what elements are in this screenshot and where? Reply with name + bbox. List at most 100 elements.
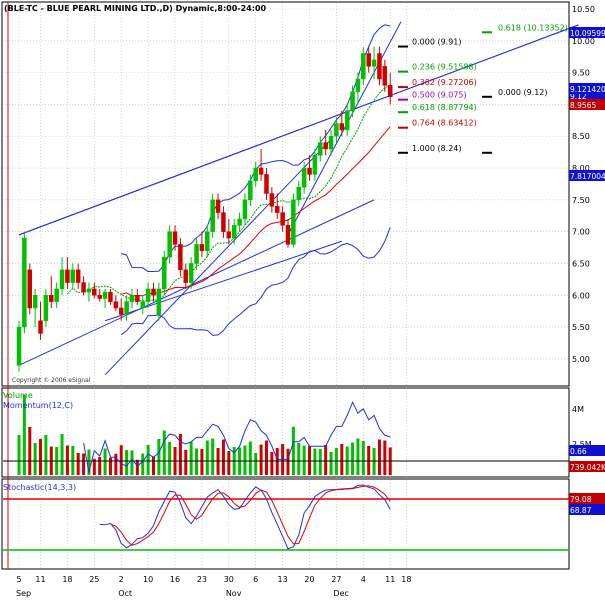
candle-up [344,110,350,131]
volume-bar [22,395,26,475]
candle-up [156,288,162,315]
candle-up [194,244,199,264]
fib-level-label: 0.500 (9.075) [412,91,467,100]
candle-up [86,288,92,293]
candlesticks [16,46,393,372]
candle-down [75,269,81,283]
candle-down [269,193,275,207]
volume-bar [28,427,32,475]
volume-badge [569,445,605,456]
fibonacci-levels: 0.000 (9.91) 0.236 (9.51588) 0.382 (9.2720… [398,23,568,154]
x-tick-label: 4 [361,575,366,584]
candle-down [135,295,140,302]
y-tick-label: 6.50 [572,259,590,268]
y-tick-label: 9.50 [572,69,590,78]
volume-bar [141,453,145,475]
stochastic-badge [569,493,605,504]
volume-bar [17,435,21,475]
y-tick-label: 7.50 [572,196,590,205]
volume-bar [248,441,252,475]
volume-bar [44,435,48,475]
month-label: Dec [333,589,348,598]
x-tick-label: 23 [197,575,207,584]
upper-channel-line-overlay [18,24,579,236]
volume-bar [60,434,64,475]
candle-up [312,155,318,175]
lower-channel-line [18,199,375,366]
candle-down [183,269,189,283]
volume-bar [168,442,172,475]
candle-up [318,142,323,156]
price-panel-frame [1,1,570,387]
candle-down [215,199,221,213]
candle-up [145,288,151,302]
x-tick-label: 6 [253,575,258,584]
price-badge-text: 9.1214206 [570,85,605,94]
candle-down [339,123,345,131]
candle-up [291,199,296,245]
volume-bar [383,440,387,475]
volume-bar [119,445,123,475]
month-label: Nov [226,589,242,598]
price-badge [569,83,605,94]
candle-down [280,212,285,226]
volume-bar [103,448,107,475]
price-badge-text: 8.9565 [570,101,596,110]
candle-up [237,218,242,226]
fib-level-label: 0.382 (9.27206) [412,78,477,87]
candle-down [178,244,183,271]
y-tick-label: 8.50 [572,132,590,141]
x-tick-label: 16 [170,575,180,584]
candle-down [49,295,54,302]
y-tick-label: 10.00 [572,37,595,46]
volume-bar [243,445,247,475]
candle-down [97,295,102,299]
stochastic-badge-text: 79.08 [570,495,592,504]
candle-up [124,301,129,315]
x-axis: 5 11 18 25 2 10 16 23 30 6 13 20 27 4 11 18 Sep Oct Nov Dec [16,575,411,598]
volume-bar [205,440,209,475]
volume-bar [318,449,322,475]
x-tick-label: 11 [35,575,45,584]
lower-band-line [120,227,391,336]
volume-bar [146,445,150,475]
volume-badge-text: 0.66 [570,447,587,456]
candle-up [54,288,59,302]
volume-badge-text: 739.042K [570,463,605,472]
x-tick-label: 2 [119,575,124,584]
x-tick-label: 13 [278,575,288,584]
volume-bar [108,457,112,475]
candle-down [274,205,280,213]
fib-level-label: 0.618 (8.87794) [412,103,477,112]
volume-bar [157,439,161,475]
x-tick-label: 18 [62,575,72,584]
stochastic-badge [569,504,605,515]
volume-bar [200,449,204,475]
fib-level-label: 0.618 (10.13352) [498,23,568,32]
candle-down [323,142,328,150]
fib-level-label: 0.236 (9.51588) [412,63,477,72]
fib-level-label: 0.000 (9.12) [498,88,548,97]
volume-bar [286,448,290,475]
candle-down [382,66,388,86]
price-badge-text: 9.12 [570,92,587,101]
price-badge [569,27,605,38]
candle-up [188,263,194,283]
candle-up [231,225,237,239]
volume-bar [33,443,37,475]
volume-bar [92,458,96,475]
volume-tick-label: 4M [572,405,584,414]
volume-bar [264,440,268,475]
candle-up [102,291,108,299]
candle-up [248,180,253,201]
candle-down [199,244,205,252]
candle-down [226,231,232,239]
volume-panel-frame [1,387,570,478]
volume-title: Volume [3,391,33,400]
volume-bar [87,449,91,475]
candle-up [371,59,377,67]
volume-bar [125,450,129,475]
channel-lines [18,21,579,376]
candle-up [140,301,145,309]
volume-bar [178,434,182,475]
